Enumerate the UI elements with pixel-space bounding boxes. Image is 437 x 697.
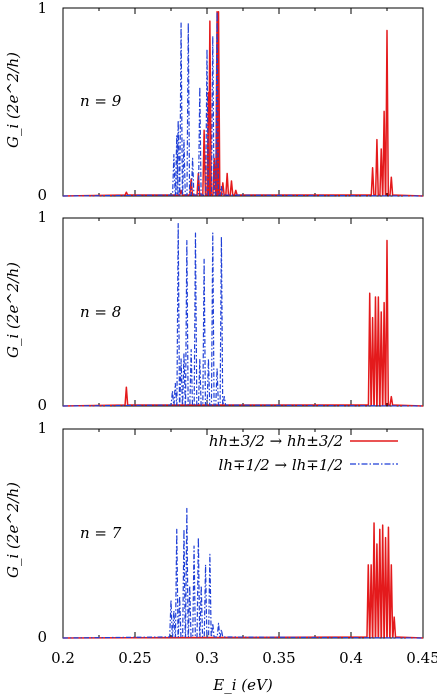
x-tick-label: 0.2 (51, 649, 75, 667)
x-axis-label: E_i (eV) (212, 676, 273, 694)
y-tick-label: 0 (37, 186, 47, 204)
y-tick-label: 1 (37, 208, 47, 226)
series-line-lh (62, 11, 424, 197)
x-tick-label: 0.45 (406, 649, 437, 667)
y-tick-label: 1 (37, 0, 47, 17)
y-axis-label: G_i (2e^2/h) (4, 52, 22, 148)
panel-2 (62, 217, 424, 407)
x-tick-labels: 0.2 0.25 0.3 0.35 0.4 0.45 (51, 649, 437, 667)
y-axis-label: G_i (2e^2/h) (4, 482, 22, 578)
x-tick-label: 0.25 (118, 649, 151, 667)
series-line-hh (62, 522, 424, 639)
panel-annotation: n = 7 (80, 524, 122, 542)
panel-annotation: n = 9 (80, 92, 122, 110)
series-line-lh (62, 507, 424, 639)
panel-1 (62, 7, 424, 197)
x-tick-label: 0.3 (195, 649, 219, 667)
y-tick-label: 0 (37, 628, 47, 646)
series-line-hh (62, 239, 424, 407)
panel-annotation: n = 8 (80, 303, 121, 321)
x-tick-label: 0.35 (262, 649, 295, 667)
panel-3 (62, 428, 424, 639)
legend-label-lh: lh∓1/2 → lh∓1/2 (219, 456, 343, 474)
y-tick-label: 1 (37, 419, 47, 437)
series-line-lh (62, 223, 424, 407)
x-tick-label: 0.4 (339, 649, 363, 667)
legend: hh±3/2 → hh±3/2 lh∓1/2 → lh∓1/2 (209, 432, 398, 474)
legend-label-hh: hh±3/2 → hh±3/2 (209, 432, 343, 450)
y-tick-label: 0 (37, 396, 47, 414)
y-axis-label: G_i (2e^2/h) (4, 262, 22, 358)
